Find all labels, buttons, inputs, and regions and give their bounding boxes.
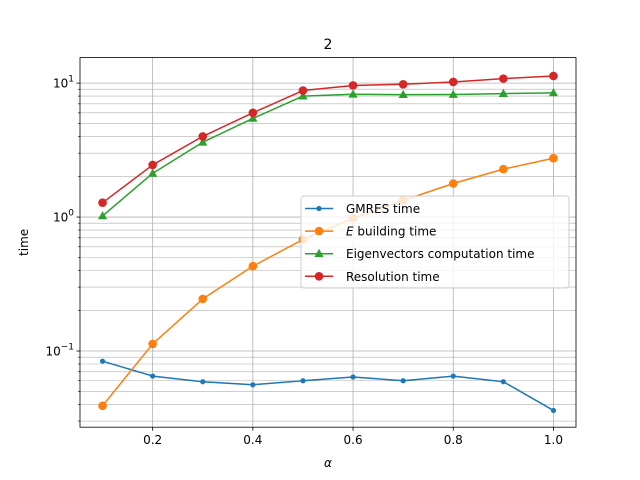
legend-marker-0 xyxy=(316,205,322,212)
y-tick-label: 100 xyxy=(53,209,74,225)
legend-marker-1 xyxy=(314,226,324,236)
series-line-3 xyxy=(102,75,554,204)
data-point-series-2 xyxy=(348,89,358,98)
y-axis-label: time xyxy=(17,229,31,256)
legend-label-1: E building time xyxy=(346,225,436,239)
data-point-series-0 xyxy=(350,374,356,380)
x-tick-label: 0.8 xyxy=(444,433,463,447)
series-line-0 xyxy=(102,360,554,412)
legend-label-2: Eigenvectors computation time xyxy=(346,247,534,261)
series-line-2 xyxy=(102,92,554,217)
data-point-series-1 xyxy=(198,294,208,304)
data-point-series-1 xyxy=(98,401,107,411)
data-point-series-1 xyxy=(499,164,508,174)
data-point-series-0 xyxy=(250,382,256,388)
legend-label-3: Resolution time xyxy=(346,270,440,284)
legend-box xyxy=(300,195,570,289)
data-point-series-1 xyxy=(549,153,558,163)
y-tick-label: 101 xyxy=(53,75,74,91)
legend-label-0: GMRES time xyxy=(346,202,420,216)
x-tick-label: 1.0 xyxy=(544,433,563,447)
y-axis-ticks: 10−1 100 101 xyxy=(45,75,80,422)
data-point-series-2 xyxy=(148,168,158,177)
data-point-series-3 xyxy=(348,81,358,90)
data-point-series-3 xyxy=(448,77,458,87)
data-point-series-2 xyxy=(448,89,458,98)
data-point-series-3 xyxy=(549,71,558,81)
data-point-series-2 xyxy=(498,88,508,97)
x-axis-label: α xyxy=(324,456,332,470)
legend-entries: GMRES time E building time Eigenvectors co… xyxy=(305,202,534,284)
data-point-series-2 xyxy=(298,91,308,100)
data-point-series-3 xyxy=(98,198,107,207)
series-lines xyxy=(101,75,554,412)
x-tick-label: 0.2 xyxy=(143,433,162,447)
data-point-series-3 xyxy=(148,160,157,170)
data-point-series-2 xyxy=(398,89,408,99)
data-point-series-3 xyxy=(499,74,508,83)
x-axis-ticks: 0.2 0.4 0.6 0.8 1.0 xyxy=(143,427,563,447)
data-point-series-1 xyxy=(148,339,157,349)
data-point-series-2 xyxy=(548,88,559,97)
data-point-series-0 xyxy=(500,379,506,385)
data-point-series-3 xyxy=(398,79,408,89)
data-point-series-3 xyxy=(198,132,208,141)
data-point-series-3 xyxy=(298,86,308,95)
legend-marker-3 xyxy=(314,272,324,281)
legend: GMRES time E building time Eigenvectors co… xyxy=(300,195,570,289)
data-point-series-2 xyxy=(97,211,108,220)
x-tick-label: 0.4 xyxy=(243,433,262,447)
data-point-series-1 xyxy=(248,261,258,271)
chart-title: 2 xyxy=(324,37,333,53)
data-point-series-2 xyxy=(198,137,208,146)
data-point-series-0 xyxy=(200,379,206,385)
data-point-series-3 xyxy=(248,108,258,118)
data-point-series-1 xyxy=(448,179,458,188)
y-tick-label: 10−1 xyxy=(45,343,74,359)
legend-marker-2 xyxy=(314,248,324,258)
data-point-series-0 xyxy=(550,407,557,414)
data-point-series-0 xyxy=(300,378,306,384)
series-markers xyxy=(97,71,559,414)
data-point-series-0 xyxy=(400,378,406,384)
data-point-series-0 xyxy=(450,373,456,379)
data-point-series-0 xyxy=(99,358,106,364)
data-point-series-2 xyxy=(248,113,258,122)
plot-frame xyxy=(79,57,577,428)
data-point-series-0 xyxy=(150,373,156,379)
x-tick-label: 0.6 xyxy=(344,433,363,447)
